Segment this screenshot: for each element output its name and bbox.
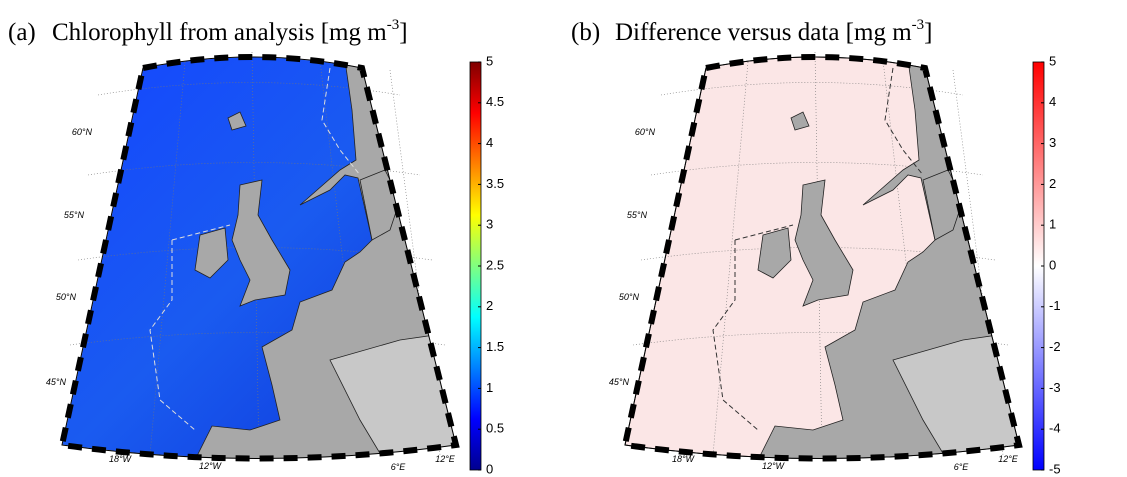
colorbar-tick-label: 2 — [486, 298, 493, 313]
title-text: Difference versus data [mg m — [615, 19, 912, 46]
panel-label: (b) — [571, 19, 600, 46]
lat-label: 45°N — [46, 377, 67, 387]
colorbar-tick-label: -5 — [1049, 461, 1061, 476]
colorbar-tick-label: 4.5 — [486, 94, 504, 109]
colorbar-tick-label: 2.5 — [486, 257, 504, 272]
lat-label: 55°N — [627, 210, 648, 220]
panel-label: (a) — [8, 19, 36, 46]
panel-a: (a) Chlorophyll from analysis [mg m-3] 60°… — [8, 17, 504, 476]
colorbar-tick-label: 1 — [486, 380, 493, 395]
map — [62, 52, 470, 470]
lon-label: 12°E — [435, 454, 456, 464]
title-end: ] — [399, 19, 407, 46]
title-end: ] — [924, 19, 932, 46]
colorbar-tick-label: 0.5 — [486, 421, 504, 436]
lon-label: 18°W — [672, 454, 696, 464]
colorbar-tick-label: 5 — [486, 53, 493, 68]
lat-label: 50°N — [56, 292, 77, 302]
colorbar-tick-label: -4 — [1049, 421, 1061, 436]
colorbar-tick-label: 4 — [1049, 94, 1056, 109]
lat-label: 45°N — [609, 377, 630, 387]
colorbar-tick-label: 1.5 — [486, 339, 504, 354]
panel-title: Difference versus data [mg m-3] — [615, 17, 932, 46]
colorbar-tick-label: 5 — [1049, 53, 1056, 68]
lat-label: 55°N — [64, 210, 85, 220]
lat-label: 50°N — [619, 292, 640, 302]
lat-label: 60°N — [72, 127, 93, 137]
lon-label: 12°W — [199, 461, 223, 471]
colorbar-tick-label: 0 — [1049, 257, 1056, 272]
colorbar-tick-label: -3 — [1049, 380, 1061, 395]
panel-title: Chlorophyll from analysis [mg m-3] — [52, 17, 408, 46]
panel-b: (b) Difference versus data [mg m-3]60°N55… — [571, 17, 1061, 476]
colorbar-tick-label: 3 — [486, 217, 493, 232]
colorbar-tick-label: -2 — [1049, 339, 1061, 354]
colorbar-tick-label: 0 — [486, 461, 493, 476]
colorbar-tick-label: 2 — [1049, 176, 1056, 191]
colorbar-tick-label: 3.5 — [486, 176, 504, 191]
map — [625, 52, 1033, 470]
lon-label: 18°W — [109, 454, 133, 464]
colorbar-tick-label: -1 — [1049, 298, 1061, 313]
lon-label: 6°E — [391, 462, 407, 472]
title-text: Chlorophyll from analysis [mg m — [52, 19, 387, 46]
colorbar-tick-label: 4 — [486, 135, 493, 150]
colorbar-tick-label: 3 — [1049, 135, 1056, 150]
lon-label: 6°E — [954, 462, 970, 472]
title-superscript: -3 — [912, 17, 925, 33]
lat-label: 60°N — [635, 127, 656, 137]
colorbar-tick-label: 1 — [1049, 217, 1056, 232]
title-superscript: -3 — [387, 17, 400, 33]
lon-label: 12°E — [998, 454, 1019, 464]
lon-label: 12°W — [762, 461, 786, 471]
